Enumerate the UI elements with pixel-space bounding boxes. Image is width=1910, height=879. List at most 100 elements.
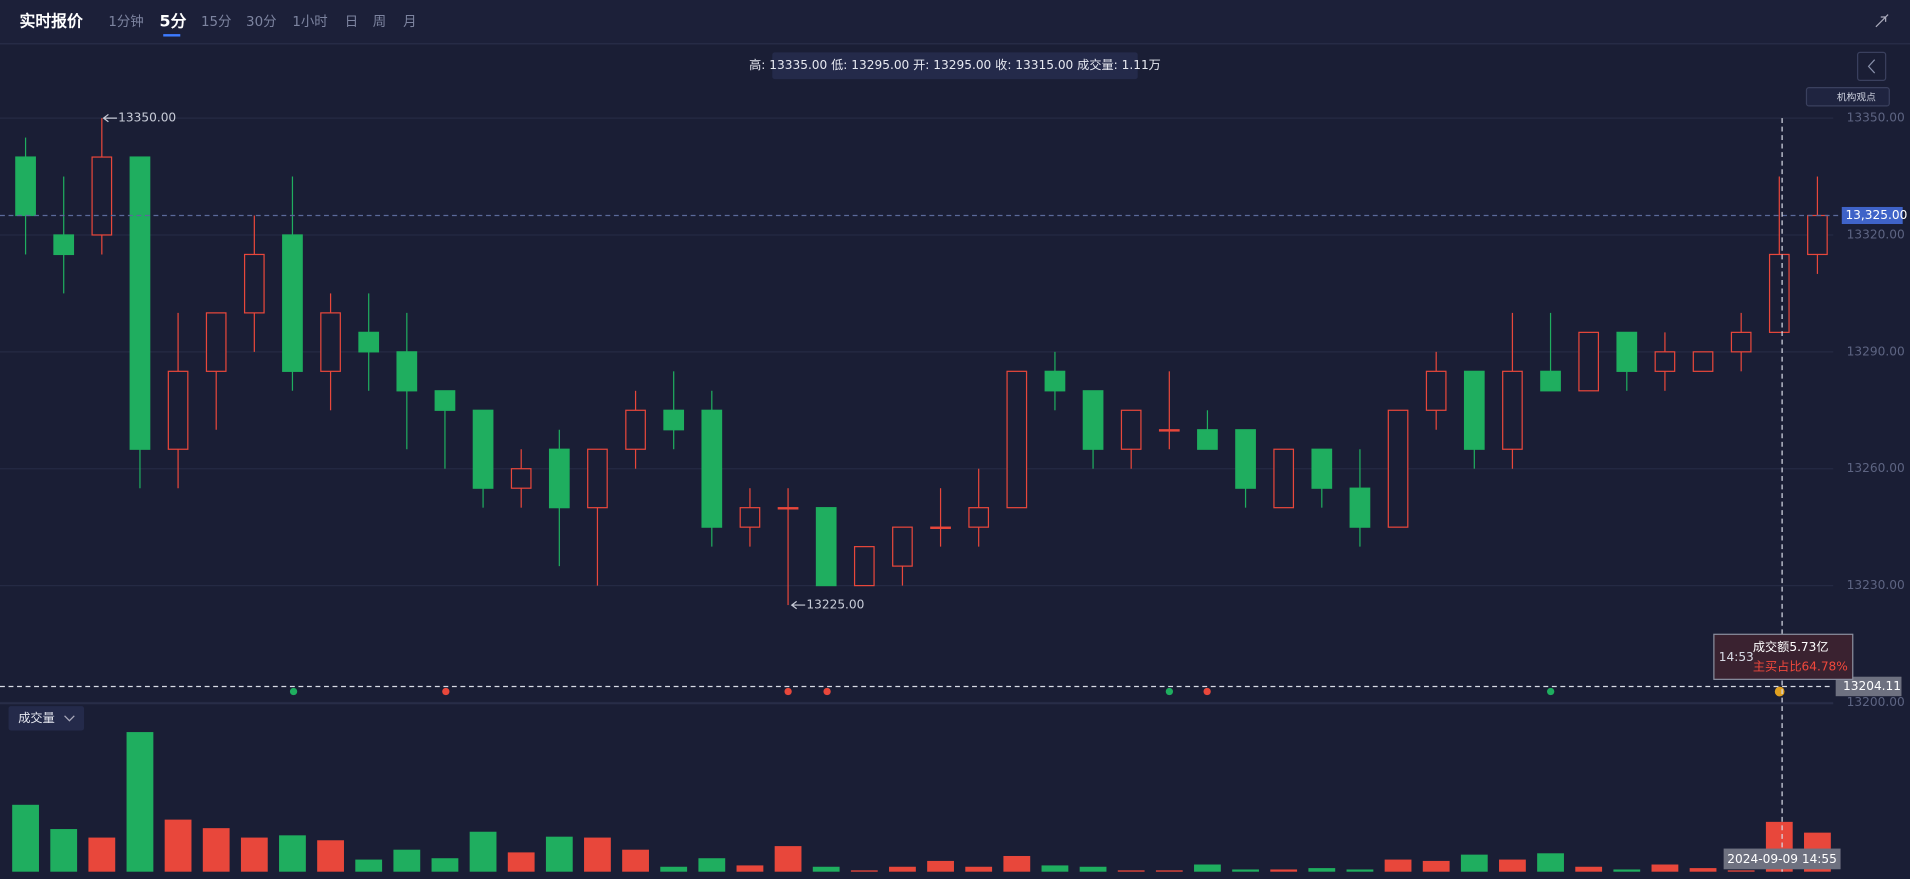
- volume-bar: [1308, 868, 1336, 872]
- candle-body: [930, 526, 951, 529]
- tooltip-buy-ratio: 主买占比64.78%: [1753, 659, 1848, 674]
- tab[interactable]: 5分: [160, 11, 187, 30]
- candle-body: [701, 409, 723, 528]
- y-tick-label: 13320.00: [1847, 227, 1905, 241]
- candle-body: [205, 312, 227, 372]
- volume-bar: [1194, 864, 1221, 872]
- candle-body: [739, 507, 761, 528]
- header-bar: [0, 0, 1910, 44]
- volume-bar: [202, 828, 230, 872]
- candle-body: [167, 370, 189, 450]
- candle-body: [1044, 370, 1066, 392]
- tab[interactable]: 1分钟: [108, 13, 143, 30]
- volume-bar: [812, 866, 840, 872]
- candle-body: [1349, 487, 1371, 528]
- candle-body: [91, 156, 113, 236]
- volume-bar: [1041, 865, 1069, 872]
- volume-bar: [12, 804, 39, 872]
- candle-body: [625, 409, 646, 450]
- candle-body: [1425, 370, 1447, 411]
- volume-bar: [1537, 853, 1564, 872]
- tab[interactable]: 周: [373, 15, 386, 30]
- volume-bar: [1499, 859, 1526, 872]
- info-bar-bg: [772, 52, 1138, 80]
- candle-body: [1654, 351, 1676, 372]
- volume-bar: [1155, 870, 1183, 872]
- collapse-icon[interactable]: [1875, 14, 1889, 28]
- volume-bar: [279, 835, 306, 872]
- volume-bar: [965, 866, 993, 872]
- header-title: 实时报价: [19, 11, 83, 30]
- marker-arrow: [790, 600, 806, 610]
- candle-body: [15, 156, 36, 217]
- candle-body: [510, 468, 532, 489]
- candle-body: [472, 409, 494, 489]
- volume-bar: [927, 860, 954, 872]
- tooltip-amount: 成交额5.73亿: [1753, 639, 1829, 654]
- candle-body: [243, 253, 265, 314]
- volume-selector[interactable]: [8, 706, 85, 731]
- volume-bar: [1613, 869, 1641, 872]
- volume-bar: [584, 837, 611, 872]
- volume-bar: [1460, 854, 1488, 872]
- volume-bar: [88, 837, 116, 872]
- volume-bar: [1232, 869, 1259, 872]
- event-icon: [823, 687, 831, 696]
- volume-bar: [355, 859, 383, 872]
- candle-body: [548, 448, 570, 509]
- overlay: 13350.00 13225.00 13,325.00 13204.11 2024-09…: [0, 111, 1907, 872]
- tab[interactable]: 15分: [201, 14, 231, 30]
- event-icon: [1774, 686, 1785, 697]
- side-toggle[interactable]: [1857, 51, 1887, 81]
- candle-body: [777, 507, 799, 510]
- volume-bar: [1689, 868, 1717, 872]
- candle-body: [1578, 331, 1600, 392]
- event-icon: [289, 687, 298, 696]
- volume-bar: [545, 836, 573, 872]
- y-tick-label: 13290.00: [1847, 344, 1905, 358]
- candle-body: [587, 448, 608, 509]
- marker-label: 13350.00: [118, 111, 176, 125]
- candle-body: [282, 234, 303, 372]
- crosshair-time-tag: [1723, 848, 1841, 870]
- opinion-button[interactable]: [1805, 87, 1890, 107]
- side-toggle-icon: [1867, 59, 1876, 74]
- volume-bar: [1117, 870, 1145, 872]
- volume-label: 成交量: [18, 710, 54, 725]
- candle-body: [1273, 448, 1295, 509]
- opinion-label: 机构观点: [1837, 90, 1876, 103]
- candle-body: [1502, 370, 1523, 450]
- volume-bar: [1003, 855, 1031, 872]
- marker-arrow: [102, 113, 117, 123]
- volume-bar: [1079, 866, 1107, 872]
- tab[interactable]: 30分: [246, 14, 276, 30]
- y-tick-label: 13260.00: [1847, 461, 1905, 475]
- candle-body: [1311, 448, 1333, 489]
- candle-body: [358, 331, 380, 353]
- volume-bar: [240, 837, 268, 872]
- candle-body: [663, 409, 685, 431]
- volume-bar: [660, 866, 688, 872]
- volume-bar: [126, 732, 154, 872]
- tab[interactable]: 月: [403, 15, 416, 30]
- volume-bar: [622, 849, 649, 872]
- tab[interactable]: 1小时: [292, 14, 327, 30]
- candle-body: [1768, 253, 1790, 333]
- candle-body: [892, 526, 913, 567]
- last-price-label: 13,325.00: [1845, 208, 1907, 222]
- volume-bar: [1651, 864, 1679, 872]
- candle-body: [396, 351, 418, 392]
- volume-bar: [164, 819, 192, 872]
- volume-bar: [698, 858, 726, 872]
- volume-bar: [774, 846, 802, 872]
- candle-body: [1120, 409, 1142, 450]
- candle-body: [1387, 409, 1409, 528]
- candle-body: [1082, 390, 1104, 450]
- crosshair-time: 2024-09-09 14:55: [1727, 852, 1837, 866]
- candle-body: [129, 156, 151, 450]
- last-price-tag: [1841, 206, 1903, 225]
- candle-body: [815, 507, 837, 587]
- tab[interactable]: 日: [345, 15, 358, 30]
- candle-body: [1616, 331, 1638, 372]
